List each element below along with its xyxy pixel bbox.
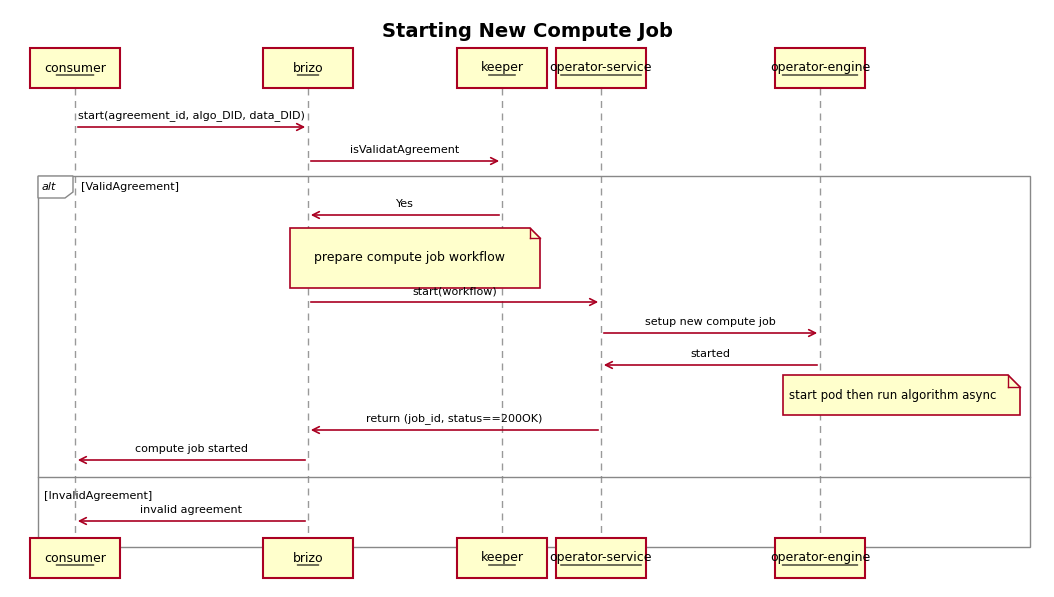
Text: compute job started: compute job started	[135, 444, 248, 454]
Text: keeper: keeper	[481, 552, 524, 565]
Bar	[557, 48, 646, 88]
Text: start(agreement_id, algo_DID, data_DID): start(agreement_id, algo_DID, data_DID)	[78, 110, 305, 121]
Text: [ValidAgreement]: [ValidAgreement]	[81, 182, 179, 192]
Bar	[30, 48, 120, 88]
Text: Yes: Yes	[396, 199, 414, 209]
Text: alt: alt	[42, 182, 56, 192]
Polygon shape	[290, 228, 540, 288]
Text: prepare compute job workflow: prepare compute job workflow	[314, 251, 506, 264]
Bar	[457, 538, 547, 578]
Text: operator-service: operator-service	[550, 61, 652, 75]
Text: start pod then run algorithm async: start pod then run algorithm async	[789, 389, 996, 402]
Text: keeper: keeper	[481, 61, 524, 75]
Bar	[264, 538, 353, 578]
Text: return (job_id, status==200OK): return (job_id, status==200OK)	[367, 413, 543, 424]
Text: started: started	[690, 349, 730, 359]
Bar	[457, 48, 547, 88]
Polygon shape	[783, 375, 1020, 415]
Text: start(workflow): start(workflow)	[412, 286, 496, 296]
Text: setup new compute job: setup new compute job	[645, 317, 776, 327]
Text: brizo: brizo	[293, 552, 324, 565]
Text: operator-engine: operator-engine	[769, 61, 871, 75]
Bar	[30, 538, 120, 578]
Text: Starting New Compute Job: Starting New Compute Job	[382, 22, 672, 41]
Bar	[775, 48, 865, 88]
Text: consumer: consumer	[44, 61, 106, 75]
Bar	[264, 48, 353, 88]
Bar	[775, 538, 865, 578]
Bar	[38, 176, 1030, 547]
Bar	[557, 538, 646, 578]
Text: brizo: brizo	[293, 61, 324, 75]
Text: consumer: consumer	[44, 552, 106, 565]
Text: isValidatAgreement: isValidatAgreement	[350, 145, 460, 155]
Text: invalid agreement: invalid agreement	[140, 505, 242, 515]
Text: [InvalidAgreement]: [InvalidAgreement]	[44, 491, 152, 501]
Polygon shape	[38, 176, 73, 198]
Text: operator-service: operator-service	[550, 552, 652, 565]
Text: operator-engine: operator-engine	[769, 552, 871, 565]
